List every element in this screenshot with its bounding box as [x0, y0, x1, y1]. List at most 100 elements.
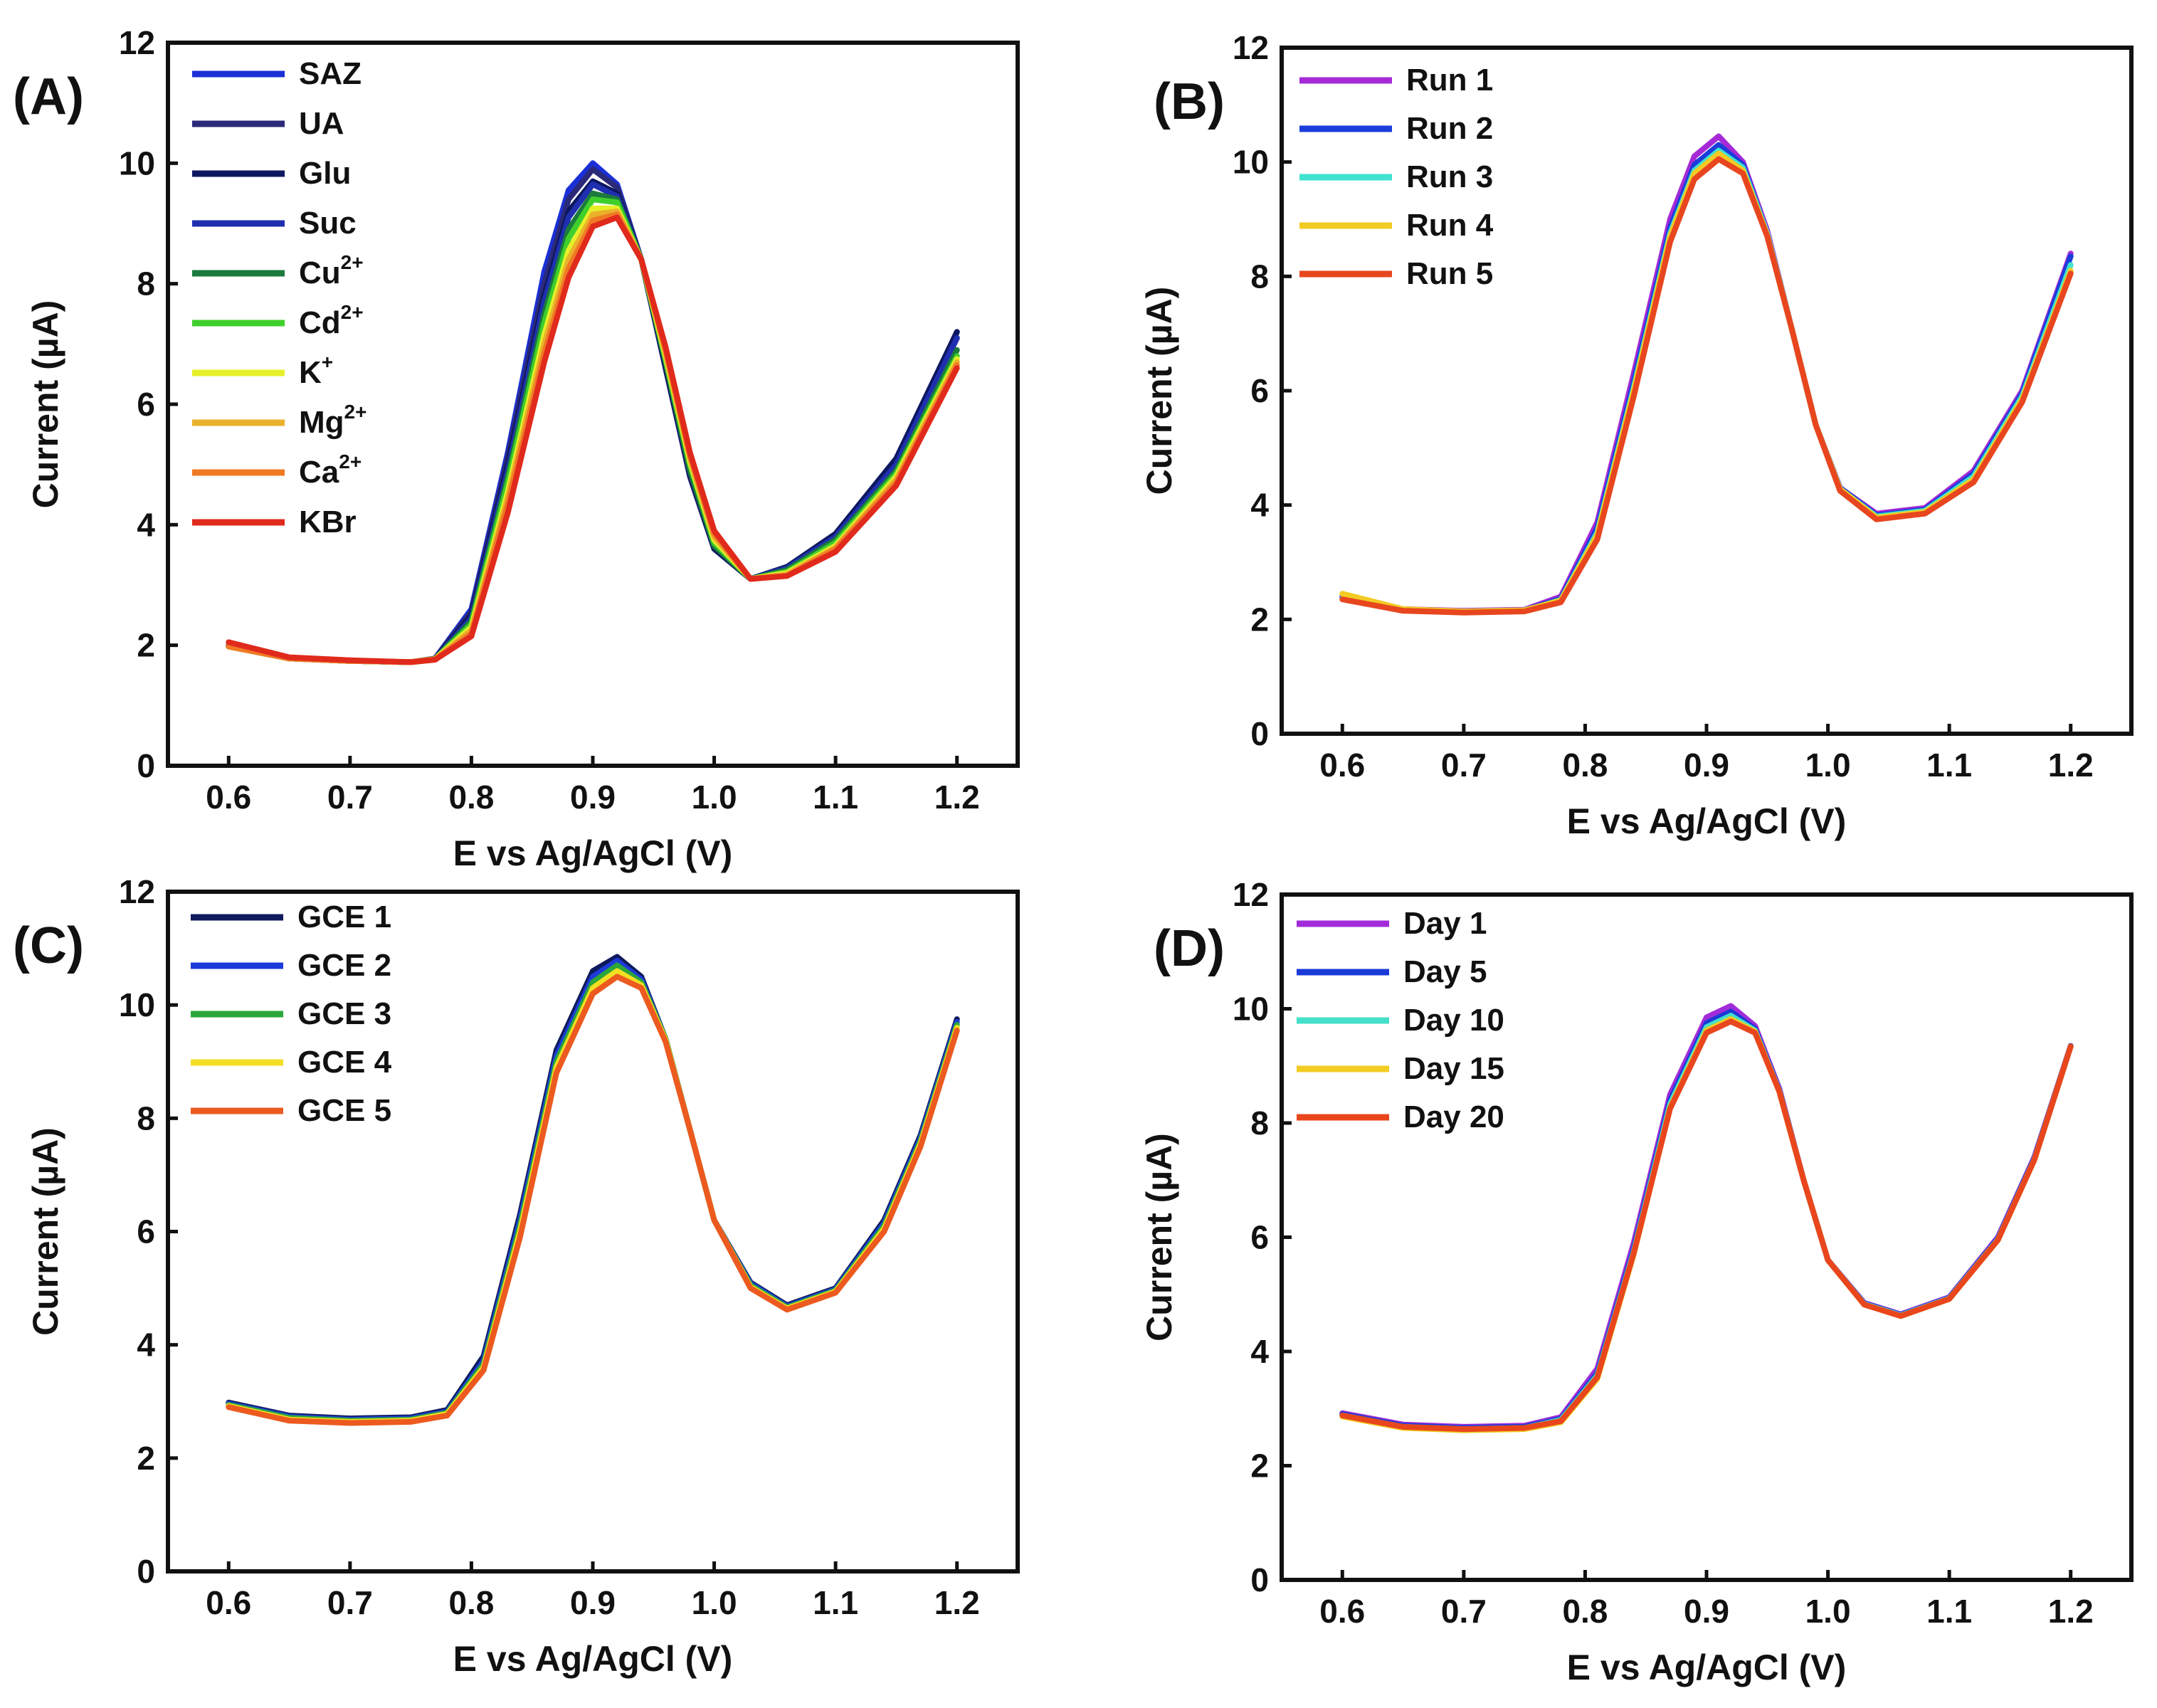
- panel-d-y-tick-label: 6: [1250, 1219, 1269, 1256]
- panel-b-legend-name: Run 3: [1406, 159, 1493, 194]
- panel-a-legend-label: UA: [299, 106, 344, 141]
- panel-b-x-tick-label: 1.1: [1926, 747, 1972, 784]
- panel-b-legend-label: Run 2: [1406, 111, 1493, 146]
- panel-c-x-tick-label: 0.9: [570, 1584, 616, 1621]
- panel-c-y-axis-title: Current (µA): [26, 1127, 65, 1336]
- panel-a-y-axis-title: Current (µA): [26, 300, 65, 509]
- panel-b-y-tick-label: 8: [1250, 258, 1269, 295]
- panel-b-y-tick-label: 4: [1250, 487, 1269, 524]
- panel-a-y-tick-label: 10: [119, 144, 155, 181]
- panel-a-y-tick-label: 12: [119, 24, 155, 61]
- panel-d-legend: Day 1 Day 5 Day 10 Day 15 Day 20: [1297, 906, 1504, 1134]
- panel-d-legend-name: Day 1: [1403, 906, 1487, 941]
- panel-b-y-tick-label: 10: [1233, 144, 1269, 181]
- panel-c-x-tick-label: 1.0: [692, 1584, 737, 1621]
- panel-b-series-run-5: [1339, 156, 2074, 616]
- panel-a-legend-superscript: 2+: [344, 401, 367, 423]
- panel-a-x-tick-label: 1.1: [813, 779, 858, 816]
- panel-b-x-tick-label: 0.6: [1319, 747, 1365, 784]
- panel-c-legend-label: GCE 3: [297, 996, 391, 1031]
- panel-b: 0.6 0.7 0.8 0.9 1.0 1.1 1.2 0 2 4 6 8 10 12 E vs Ag/Ag…: [1139, 29, 2134, 841]
- panel-d-x-tick-label: 0.6: [1319, 1593, 1365, 1630]
- panel-b-x-tick-label: 1.0: [1805, 747, 1851, 784]
- panel-a-x-tick-label: 0.7: [327, 779, 373, 816]
- panel-c-y-tick-label: 12: [119, 873, 155, 910]
- panel-d-legend-label: Day 20: [1403, 1100, 1504, 1134]
- panel-a-legend-label: K+: [299, 351, 333, 390]
- panel-c-y-tick-label: 6: [137, 1213, 155, 1250]
- panel-a: 0.6 0.7 0.8 0.9 1.0 1.1 1.2 0 2 4 6 8 10 12 E vs Ag/Ag…: [13, 24, 1020, 873]
- panel-d-x-tick-label: 0.8: [1562, 1593, 1608, 1630]
- panel-a-legend-label: Suc: [299, 206, 357, 241]
- panel-a-y-tick-label: 2: [137, 627, 155, 664]
- panel-a-legend-name: UA: [299, 106, 344, 141]
- panel-a-legend-name: Mg: [299, 405, 344, 440]
- panel-d-series-day-20: [1339, 1018, 2074, 1433]
- panel-d-legend-name: Day 20: [1403, 1100, 1504, 1134]
- panel-b-y-tick-label: 0: [1250, 715, 1269, 752]
- panel-c-legend-name: GCE 4: [297, 1045, 392, 1080]
- panel-b-legend-label: Run 4: [1406, 208, 1494, 243]
- panel-b-plot-frame: [1280, 46, 2134, 736]
- panel-d-y-tick-label: 10: [1233, 991, 1269, 1028]
- panel-c-legend-label: GCE 5: [297, 1093, 391, 1128]
- panel-d-legend-label: Day 15: [1403, 1051, 1504, 1086]
- panel-a-legend-label: Cd2+: [299, 301, 364, 340]
- panel-c-x-axis-title: E vs Ag/AgCl (V): [453, 1639, 733, 1679]
- panel-a-legend-name: Suc: [299, 206, 357, 241]
- panel-a-legend-superscript: 2+: [341, 251, 364, 273]
- panel-b-legend-label: Run 1: [1406, 63, 1493, 97]
- panel-d-x-tick-label: 0.9: [1684, 1593, 1729, 1630]
- panel-a-legend-superscript: 2+: [339, 450, 362, 473]
- panel-b-y-axis-title: Current (µA): [1139, 287, 1179, 495]
- panel-c-x-tick-label: 1.2: [934, 1584, 980, 1621]
- panel-d-legend-label: Day 5: [1403, 954, 1487, 989]
- panel-d-y-axis-title: Current (µA): [1139, 1133, 1179, 1341]
- panel-c-x-tick-label: 0.8: [448, 1584, 494, 1621]
- panel-a-legend-name: Ca: [299, 455, 339, 490]
- panel-c-y-tick-label: 8: [137, 1100, 155, 1137]
- panel-a-y-tick-label: 8: [137, 265, 155, 302]
- panel-a-legend-name: KBr: [299, 505, 357, 539]
- panel-d-legend-label: Day 1: [1403, 906, 1487, 941]
- panel-d-y-tick-label: 4: [1250, 1333, 1269, 1370]
- panel-d-x-tick-label: 1.2: [2048, 1593, 2094, 1630]
- panel-b-y-tick-label: 12: [1233, 29, 1269, 66]
- panel-c-legend-label: GCE 4: [297, 1045, 392, 1080]
- panel-d-legend-name: Day 15: [1403, 1051, 1504, 1086]
- panel-c-legend-name: GCE 1: [297, 900, 391, 934]
- panel-a-legend-label: SAZ: [299, 56, 362, 91]
- panel-d-legend-name: Day 5: [1403, 954, 1487, 989]
- panel-c-x-tick-label: 1.1: [813, 1584, 858, 1621]
- panel-a-label: (A): [13, 68, 84, 125]
- panel-b-y-tick-label: 2: [1250, 601, 1269, 638]
- panel-b-x-tick-label: 1.2: [2048, 747, 2094, 784]
- panel-a-legend-name: K: [299, 355, 322, 390]
- panel-a-legend-label: Mg2+: [299, 401, 366, 440]
- panel-b-legend-name: Run 4: [1406, 208, 1494, 243]
- panel-b-x-tick-label: 0.8: [1562, 747, 1608, 784]
- panel-c-x-tick-label: 0.6: [206, 1584, 251, 1621]
- panel-c-legend-label: GCE 1: [297, 900, 391, 934]
- panel-c-legend-name: GCE 3: [297, 996, 391, 1031]
- panel-d-x-tick-label: 1.0: [1805, 1593, 1851, 1630]
- panel-c: 0.6 0.7 0.8 0.9 1.0 1.1 1.2 0 2 4 6 8 10 12 E vs Ag/Ag…: [13, 873, 1020, 1679]
- panel-a-legend-label: Cu2+: [299, 251, 364, 290]
- panel-d-plot-frame: [1280, 892, 2134, 1582]
- panel-c-legend: GCE 1 GCE 2 GCE 3 GCE 4 GCE 5: [191, 900, 392, 1128]
- panel-b-x-tick-label: 0.9: [1684, 747, 1729, 784]
- panel-a-legend-name: Cd: [299, 305, 341, 340]
- panel-d-label: (D): [1154, 920, 1225, 977]
- panel-a-legend-superscript: +: [322, 351, 333, 373]
- panel-c-legend-name: GCE 5: [297, 1093, 391, 1128]
- panel-b-legend-label: Run 5: [1406, 256, 1493, 291]
- panel-c-series-gce-4: [226, 968, 960, 1425]
- panel-a-x-tick-label: 0.8: [448, 779, 494, 816]
- panel-b-legend-name: Run 5: [1406, 256, 1493, 291]
- panel-d-legend-name: Day 10: [1403, 1003, 1504, 1038]
- panel-a-legend-superscript: 2+: [341, 301, 364, 323]
- panel-d-y-tick-label: 12: [1233, 876, 1269, 913]
- panel-c-series-gce-5: [226, 974, 960, 1426]
